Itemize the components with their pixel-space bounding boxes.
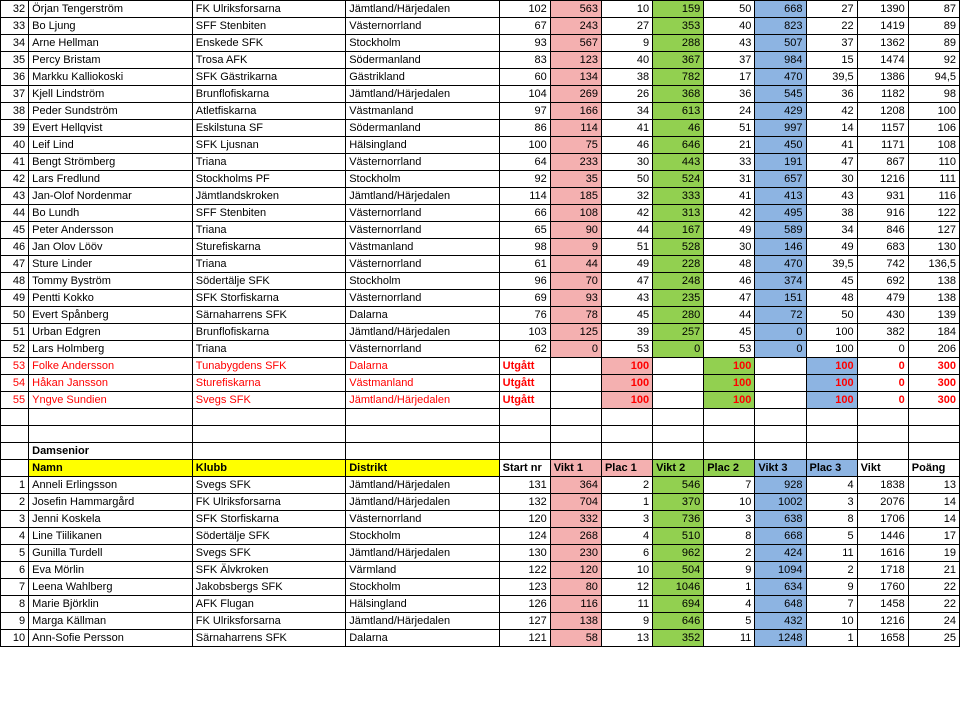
table-row: 41Bengt StrömbergTrianaVästernorrland642…	[1, 154, 960, 171]
results-table: 32Örjan TengerströmFK UlriksforsarnaJämt…	[0, 0, 960, 647]
table-row: 49Pentti KokkoSFK StorfiskarnaVästernorr…	[1, 290, 960, 307]
table-row: 6Eva MörlinSFK ÄlvkrokenVärmland12212010…	[1, 562, 960, 579]
table-row: 43Jan-Olof NordenmarJämtlandskrokenJämtl…	[1, 188, 960, 205]
table-row: 47Sture LinderTrianaVästernorrland614449…	[1, 256, 960, 273]
table-row: 42Lars FredlundStockholms PFStockholm923…	[1, 171, 960, 188]
table-row: 36Markku KalliokoskiSFK GästrikarnaGästr…	[1, 69, 960, 86]
table-row: 38Peder SundströmAtletfiskarnaVästmanlan…	[1, 103, 960, 120]
spacer-row	[1, 409, 960, 426]
section-title-row: Damsenior	[1, 443, 960, 460]
table-row: 44Bo LundhSFF StenbitenVästernorrland661…	[1, 205, 960, 222]
table-row: 2Josefin HammargårdFK UlriksforsarnaJämt…	[1, 494, 960, 511]
table-row: 50Evert SpånbergSärnaharrens SFKDalarna7…	[1, 307, 960, 324]
table-row: 48Tommy ByströmSödertälje SFKStockholm96…	[1, 273, 960, 290]
table-row: 46Jan Olov LöövSturefiskarnaVästmanland9…	[1, 239, 960, 256]
table-row: 53Folke AnderssonTunabygdens SFKDalarnaU…	[1, 358, 960, 375]
table-row: 45Peter AnderssonTrianaVästernorrland659…	[1, 222, 960, 239]
table-body: 32Örjan TengerströmFK UlriksforsarnaJämt…	[1, 1, 960, 647]
header-row: NamnKlubbDistriktStart nrVikt 1Plac 1Vik…	[1, 460, 960, 477]
table-row: 1Anneli ErlingssonSvegs SFKJämtland/Härj…	[1, 477, 960, 494]
spacer-row	[1, 426, 960, 443]
table-row: 32Örjan TengerströmFK UlriksforsarnaJämt…	[1, 1, 960, 18]
table-row: 33Bo LjungSFF StenbitenVästernorrland672…	[1, 18, 960, 35]
table-row: 39Evert HellqvistEskilstuna SFSödermanla…	[1, 120, 960, 137]
table-row: 40Leif LindSFK LjusnanHälsingland1007546…	[1, 137, 960, 154]
table-row: 8Marie BjörklinAFK FluganHälsingland1261…	[1, 596, 960, 613]
table-row: 3Jenni KoskelaSFK StorfiskarnaVästernorr…	[1, 511, 960, 528]
table-row: 55Yngve SundienSvegs SFKJämtland/Härjeda…	[1, 392, 960, 409]
table-row: 10Ann-Sofie PerssonSärnaharrens SFKDalar…	[1, 630, 960, 647]
table-row: 34Arne HellmanEnskede SFKStockholm935679…	[1, 35, 960, 52]
table-row: 4Line TiilikanenSödertälje SFKStockholm1…	[1, 528, 960, 545]
section-title: Damsenior	[29, 443, 193, 460]
table-row: 5Gunilla TurdellSvegs SFKJämtland/Härjed…	[1, 545, 960, 562]
table-row: 37Kjell LindströmBrunflofiskarnaJämtland…	[1, 86, 960, 103]
table-row: 35Percy BristamTrosa AFKSödermanland8312…	[1, 52, 960, 69]
table-row: 9Marga KällmanFK UlriksforsarnaJämtland/…	[1, 613, 960, 630]
table-row: 54Håkan JanssonSturefiskarnaVästmanlandU…	[1, 375, 960, 392]
table-row: 7Leena WahlbergJakobsbergs SFKStockholm1…	[1, 579, 960, 596]
table-row: 52Lars HolmbergTrianaVästernorrland62053…	[1, 341, 960, 358]
table-row: 51Urban EdgrenBrunflofiskarnaJämtland/Hä…	[1, 324, 960, 341]
